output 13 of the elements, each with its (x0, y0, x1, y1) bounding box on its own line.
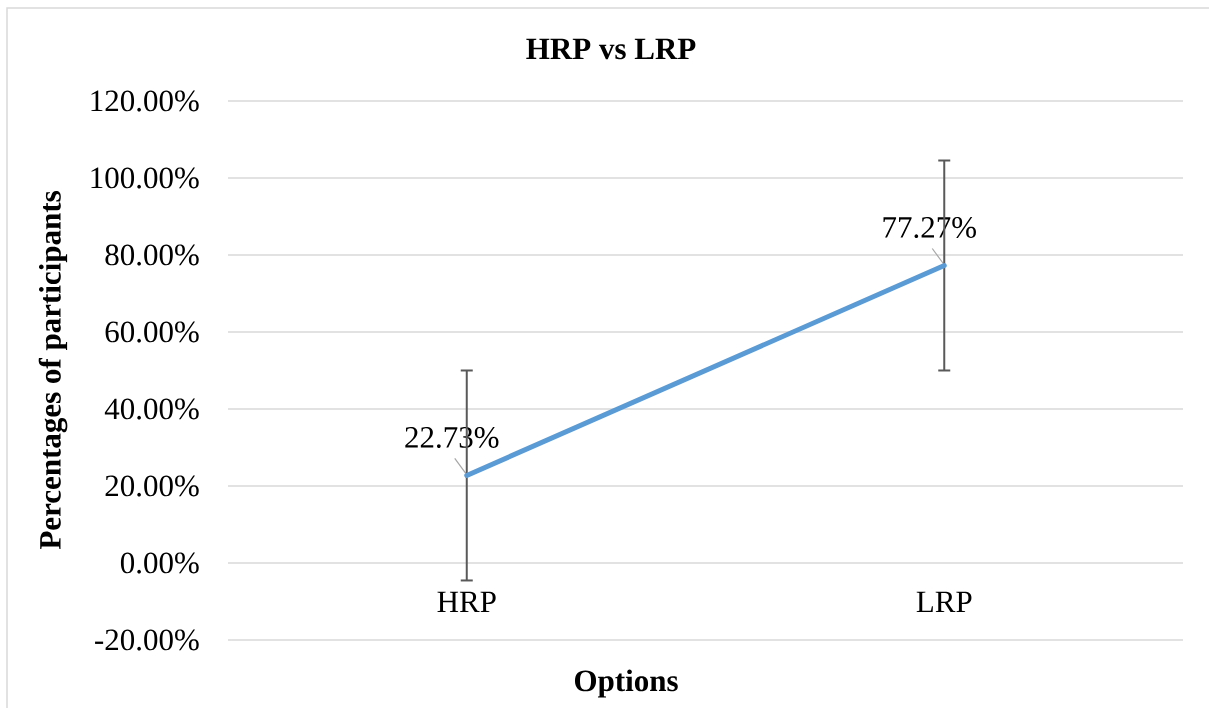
y-tick-label: 120.00% (91, 90, 199, 112)
y-tick-label: 40.00% (104, 398, 199, 420)
y-tick-label: 100.00% (91, 167, 199, 189)
chart-title: HRP vs LRP (526, 38, 696, 60)
y-tick-label: 80.00% (105, 244, 199, 266)
y-tick-label: 0.00% (120, 552, 199, 574)
y-tick-label: 20.00% (105, 475, 199, 497)
y-axis-title: Percentages of participants (38, 191, 68, 550)
x-tick-label: LRP (916, 591, 972, 612)
y-tick-label: -20.00% (95, 629, 199, 651)
x-tick-label: HRP (437, 591, 496, 612)
x-axis-title: Options (574, 669, 678, 698)
y-tick-label: 60.00% (105, 321, 199, 343)
